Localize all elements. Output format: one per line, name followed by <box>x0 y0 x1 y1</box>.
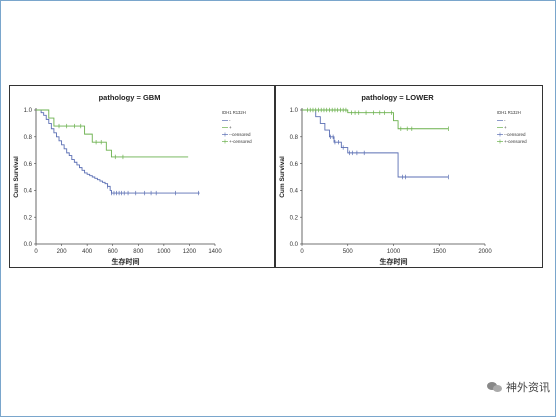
x-tick-label: 1400 <box>208 249 222 255</box>
x-tick-label: 800 <box>133 249 144 255</box>
lower-survival-chart: pathology = LOWER 0.0 0.2 0.4 0.6 0.8 1.0 0 500 1… <box>275 85 543 268</box>
gbm-survival-chart: pathology = GBM 0.0 0.2 0.4 0.6 0.8 1.0 0 200 400… <box>9 85 275 268</box>
x-tick-label: 400 <box>82 249 93 255</box>
legend-label: --censored <box>229 132 251 137</box>
y-tick-label: 0.8 <box>290 135 299 141</box>
legend-label: +-censored <box>504 139 527 144</box>
chart-title: pathology = GBM <box>99 93 161 102</box>
y-tick-label: 0.6 <box>24 162 33 168</box>
y-tick-label: 0.4 <box>290 189 299 195</box>
x-tick-label: 500 <box>343 249 354 255</box>
survival-curve-0 <box>302 109 449 178</box>
legend-label: --censored <box>504 132 526 137</box>
x-tick-label: 0 <box>300 249 304 255</box>
y-tick-label: 0.4 <box>24 189 33 195</box>
survival-curve-1 <box>36 109 189 158</box>
legend-label: +-censored <box>229 139 252 144</box>
y-tick-label: 0.8 <box>24 135 33 141</box>
wechat-icon <box>487 381 503 393</box>
x-tick-label: 0 <box>34 249 38 255</box>
x-axis-label: 生存时间 <box>112 257 140 266</box>
watermark-text: 神外资讯 <box>506 382 550 394</box>
survival-curve-1 <box>302 109 449 130</box>
y-tick-label: 0.2 <box>24 215 33 221</box>
x-tick-label: 1000 <box>157 249 171 255</box>
x-tick-label: 2000 <box>478 249 492 255</box>
watermark: 神外资讯 <box>487 379 550 395</box>
legend-label: - <box>229 118 231 123</box>
legend-label: + <box>504 125 507 130</box>
legend-title: IDH1 R132H <box>222 110 246 115</box>
gbm-plot-canvas: pathology = GBM 0.0 0.2 0.4 0.6 0.8 1.0 0 200 400… <box>13 93 252 266</box>
y-axis-label: Cum Survival <box>13 156 20 198</box>
x-tick-label: 1200 <box>183 249 197 255</box>
x-tick-label: 200 <box>57 249 68 255</box>
survival-curve-0 <box>36 109 200 194</box>
x-tick-label: 600 <box>108 249 119 255</box>
legend-title: IDH1 R132H <box>497 110 521 115</box>
x-tick-label: 1500 <box>433 249 447 255</box>
y-tick-label: 0.0 <box>24 242 33 248</box>
y-tick-label: 0.0 <box>290 242 299 248</box>
legend-label: + <box>229 125 232 130</box>
y-tick-label: 0.6 <box>290 162 299 168</box>
x-tick-label: 1000 <box>387 249 401 255</box>
chart-title: pathology = LOWER <box>361 93 434 102</box>
y-tick-label: 1.0 <box>290 108 299 114</box>
lower-plot-canvas: pathology = LOWER 0.0 0.2 0.4 0.6 0.8 1.0 0 500 1… <box>279 93 527 266</box>
legend-label: - <box>504 118 506 123</box>
x-axis-label: 生存时间 <box>380 257 408 266</box>
y-tick-label: 0.2 <box>290 215 299 221</box>
y-tick-label: 1.0 <box>24 108 33 114</box>
y-axis-label: Cum Survival <box>279 156 286 198</box>
